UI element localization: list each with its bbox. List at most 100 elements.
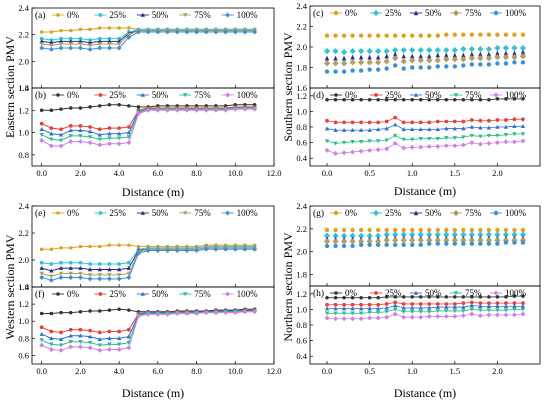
legend: 0% 25% 50% 75% 100%	[52, 208, 258, 218]
data-point	[383, 47, 390, 55]
subplot-label: (a)	[35, 10, 46, 21]
data-point	[418, 120, 423, 125]
data-point	[427, 65, 432, 70]
data-point	[461, 227, 466, 233]
data-point	[68, 28, 73, 33]
data-point	[58, 45, 64, 51]
data-point	[444, 227, 449, 233]
data-point	[68, 265, 73, 270]
data-point	[223, 107, 229, 113]
legend-marker	[225, 92, 231, 98]
data-point	[203, 107, 209, 113]
data-point	[451, 237, 458, 244]
subplot-label: (h)	[313, 288, 324, 299]
legend-label: 75%	[194, 289, 211, 299]
data-point	[520, 138, 526, 144]
data-point	[460, 313, 466, 319]
legend-label: 0%	[345, 90, 358, 100]
data-point	[520, 227, 526, 233]
data-point	[520, 307, 526, 312]
data-point	[470, 295, 474, 299]
x-axis-title: Distance (m)	[122, 185, 184, 199]
data-point	[401, 66, 406, 71]
legend-label: 0%	[345, 208, 358, 218]
data-point	[350, 54, 355, 60]
data-point	[97, 132, 102, 137]
legend: 0% 25% 50% 75% 100%	[52, 289, 258, 299]
data-point	[341, 150, 347, 156]
data-point	[401, 120, 406, 125]
western-chart: 1.8 2.0 2.2 2.4 0% 25% 50% 75% 100% (e) 0.6 0.8 1.0 1…	[3, 201, 281, 400]
eastern-chart: 1.8 2.0 2.2 2.4 0% 25% 50% 75% 100% (a) 0.8 1.0 1.2 1…	[3, 3, 281, 199]
data-point	[324, 69, 330, 74]
data-point	[478, 125, 483, 130]
data-point	[359, 120, 363, 125]
data-point	[375, 227, 381, 233]
data-point	[333, 311, 338, 316]
data-point	[469, 62, 475, 67]
data-point	[401, 227, 406, 233]
data-point	[106, 346, 112, 352]
data-point	[418, 127, 423, 132]
data-point	[511, 44, 518, 52]
data-point	[358, 54, 364, 60]
data-point	[59, 28, 63, 33]
data-point	[512, 124, 517, 128]
data-point	[417, 46, 424, 54]
data-point	[486, 32, 492, 37]
northern-subplot-1: 0.4 0.6 0.8 1.0 1.2 0.0 0.5 1.0 1.5 2.0 0% 25% 50% 75…	[296, 285, 541, 376]
data-point	[107, 329, 112, 334]
data-point	[478, 118, 483, 123]
data-point	[410, 97, 414, 102]
data-point	[520, 124, 526, 128]
data-point	[452, 227, 458, 233]
data-point	[367, 139, 372, 144]
data-point	[418, 227, 423, 233]
data-point	[58, 39, 64, 44]
southern-subplot-1: 0.4 0.6 0.8 1.0 1.2 0.0 0.5 1.0 1.5 2.0 0% 25% 50% 75…	[296, 87, 541, 178]
data-point	[68, 327, 73, 332]
data-point	[393, 295, 397, 299]
data-point	[98, 26, 102, 30]
data-point	[392, 303, 398, 308]
legend-label: 75%	[465, 288, 482, 298]
data-point	[485, 55, 493, 62]
legend: 0% 25% 50% 75% 100%	[330, 8, 527, 18]
x-tick-label: 12.0	[267, 168, 282, 178]
legend-marker	[413, 290, 419, 295]
y-tick-label: 0.8	[296, 122, 307, 132]
data-point	[410, 33, 415, 38]
data-point	[435, 136, 440, 141]
data-point	[358, 316, 364, 322]
x-axis-title: Distance (m)	[394, 386, 456, 400]
data-point	[49, 30, 54, 34]
data-point	[375, 315, 381, 321]
data-point	[333, 127, 338, 132]
data-point	[444, 304, 449, 309]
x-tick-label: 1.0	[407, 366, 418, 376]
data-point	[68, 246, 73, 250]
data-point	[367, 242, 372, 248]
data-point	[324, 139, 330, 144]
data-point	[350, 316, 356, 322]
data-point	[39, 36, 44, 41]
data-point	[49, 108, 54, 113]
data-point	[485, 237, 493, 244]
data-point	[410, 127, 415, 132]
data-point	[213, 246, 219, 252]
data-point	[435, 304, 440, 309]
data-point	[504, 301, 508, 306]
data-point	[504, 118, 508, 122]
data-point	[468, 55, 475, 62]
data-point	[97, 336, 102, 341]
legend-label: 50%	[152, 10, 169, 20]
series-100pct	[324, 138, 526, 157]
data-point	[512, 132, 517, 137]
data-point	[203, 246, 209, 252]
data-point	[375, 242, 381, 248]
data-point	[350, 33, 355, 38]
legend-label: 75%	[194, 90, 211, 100]
data-point	[333, 69, 338, 74]
data-point	[452, 302, 457, 306]
data-point	[367, 227, 372, 233]
